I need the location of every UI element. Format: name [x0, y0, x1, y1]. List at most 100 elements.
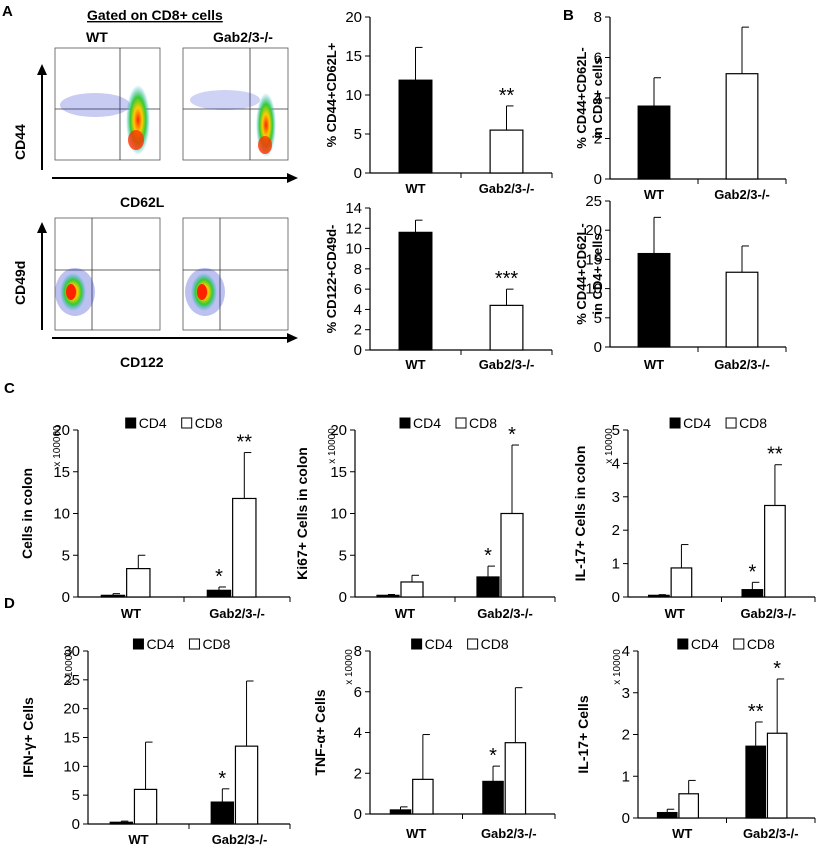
flow-ko-label: Gab2/3-/- [213, 29, 273, 45]
bar-cd4-ko [482, 780, 504, 815]
bar-wt [637, 252, 671, 348]
y-tick-label: 0 [72, 816, 80, 833]
bar-cd8-wt [412, 778, 434, 815]
legend-label-cd4: CD4 [691, 636, 719, 652]
y-tick-label: 2 [594, 131, 602, 148]
legend-swatch-cd4 [411, 638, 423, 650]
legend-label-cd4: CD4 [425, 636, 453, 652]
y-tick-label: 2 [354, 322, 362, 339]
y-tick-label: 15 [53, 464, 70, 481]
flow-plot-ko-cd44 [182, 47, 289, 161]
y-tick-label: 10 [345, 87, 362, 104]
y-axis-title: % CD122+CD49d- [324, 225, 339, 334]
cd49d-axis-label: CD49d [12, 261, 28, 305]
legend-swatch-cd4 [132, 638, 144, 650]
cd44-axis-label: CD44 [12, 124, 28, 160]
y-axis-title: Cells in colon [19, 468, 35, 559]
bar-wt [637, 105, 671, 180]
y-tick-label: 4 [622, 643, 630, 660]
x-category-label: Gab2/3-/- [714, 357, 770, 372]
y-tick-label: 20 [345, 9, 362, 26]
y-tick-label: 0 [354, 806, 362, 823]
bar-cd4-ko [476, 576, 500, 598]
panel-label-a: A [2, 3, 13, 20]
significance-marker: *** [495, 268, 519, 290]
y-tick-label: 20 [63, 701, 80, 718]
legend-swatch-cd8 [725, 417, 737, 429]
chart-b2: 0 5 10 15 20 25 % CD44+CD62L-in CD4+ cells WT Ga… [574, 193, 787, 372]
y-tick-label: 4 [354, 725, 362, 742]
bar-wt [398, 231, 433, 351]
y-axis-multiplier: x 10000 [327, 428, 338, 464]
bar-cd8-ko [764, 504, 786, 598]
legend-label-cd4: CD4 [146, 636, 174, 652]
y-tick-label: 5 [339, 547, 347, 564]
x-category-label: Gab2/3-/- [740, 606, 796, 621]
y-axis-title: IL-17+ Cells [575, 695, 591, 773]
bar-cd8-ko [766, 732, 788, 819]
panel-label-c: C [4, 380, 15, 397]
bar-cd4-ko [210, 801, 235, 825]
x-category-label: Gab2/3-/- [477, 606, 533, 621]
legend-label-cd4: CD4 [413, 415, 441, 431]
legend-label-cd4: CD4 [139, 415, 167, 431]
y-tick-label: 15 [330, 464, 347, 481]
legend-swatch-cd8 [455, 417, 467, 429]
bar-cd8-wt [678, 793, 700, 819]
x-category-label: Gab2/3-/- [212, 832, 268, 847]
significance-marker: * [489, 745, 497, 767]
bar-cd8-ko [500, 512, 524, 598]
chart-c1: 0 5 10 15 20 Cells in colon x 100000 WT Gab2/3-/… [19, 415, 291, 621]
bar-cd8-ko [504, 742, 527, 815]
y-axis-title: in CD4+ cells [590, 233, 605, 314]
panel-label-d: D [4, 595, 15, 612]
legend-label-cd8: CD8 [739, 415, 767, 431]
legend-label-cd8: CD8 [202, 636, 230, 652]
significance-marker: * [508, 424, 516, 446]
bar-cd8-ko [234, 745, 259, 825]
y-axis-title: IFN-γ+ Cells [20, 697, 36, 778]
y-tick-label: 1 [612, 556, 620, 573]
y-axis-title: % CD44+CD62L- [574, 47, 589, 149]
y-tick-label: 0 [594, 171, 602, 188]
flow-plot-wt-cd44 [54, 47, 161, 161]
y-tick-label: 3 [612, 489, 620, 506]
y-tick-label: 5 [594, 310, 602, 327]
x-category-label: Gab2/3-/- [479, 181, 535, 196]
x-category-label: WT [121, 606, 141, 621]
y-tick-label: 0 [354, 165, 362, 182]
y-tick-label: 4 [594, 90, 602, 107]
bar-ko [489, 304, 524, 351]
bar-cd4-wt [376, 594, 400, 598]
x-category-label: Gab2/3-/- [714, 187, 770, 202]
y-tick-label: 5 [72, 787, 80, 804]
significance-marker: * [484, 545, 492, 567]
chart-c2: 0 5 10 15 20 Ki67+ Cells in colon x 10000 WT Gab… [294, 415, 556, 621]
y-tick-label: 1 [622, 768, 630, 785]
bar-cd8-wt [126, 568, 151, 598]
y-tick-label: 5 [612, 422, 620, 439]
legend-label-cd8: CD8 [195, 415, 223, 431]
legend-swatch-cd8 [188, 638, 200, 650]
x-category-label: Gab2/3-/- [481, 826, 537, 841]
x-category-label: WT [128, 832, 148, 847]
bar-cd4-wt [100, 594, 126, 598]
y-axis-title: IL-17+ Cells in colon [572, 446, 588, 582]
y-axis-multiplier: x 100000 [52, 425, 63, 467]
y-tick-label: 2 [354, 765, 362, 782]
y-tick-label: 10 [63, 758, 80, 775]
gated-title: Gated on CD8+ cells [87, 7, 223, 23]
x-category-label: WT [644, 187, 664, 202]
significance-marker: * [773, 658, 781, 680]
y-tick-label: 0 [354, 342, 362, 359]
x-category-label: WT [665, 606, 685, 621]
bar-wt [398, 79, 433, 174]
y-tick-label: 0 [622, 810, 630, 827]
cd62l-axis-label: CD62L [120, 194, 165, 210]
significance-marker: ** [748, 701, 764, 723]
y-tick-label: 20 [585, 222, 602, 239]
y-tick-label: 4 [612, 455, 620, 472]
y-tick-label: 10 [585, 281, 602, 298]
bar-cd4-ko [741, 589, 764, 598]
